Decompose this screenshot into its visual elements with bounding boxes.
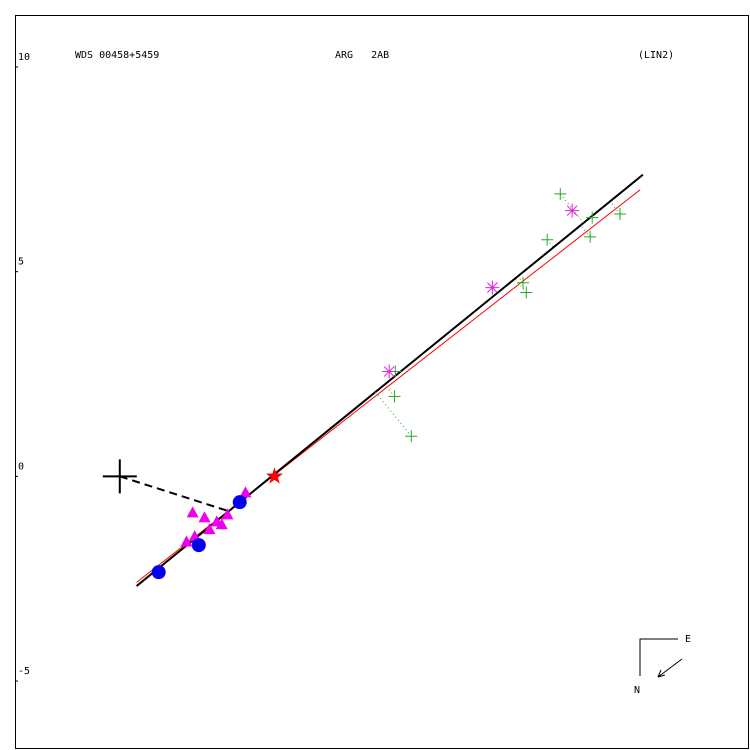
residual — [609, 201, 621, 215]
triangle-point — [221, 508, 234, 520]
frame — [15, 15, 749, 749]
circle-point — [151, 565, 166, 580]
plus-point — [584, 230, 597, 243]
triangle-point — [180, 535, 193, 547]
north-label: N — [634, 685, 640, 696]
y-tick-label: 10 — [18, 52, 30, 63]
star-id: WDS 00458+5459 — [75, 50, 159, 61]
y-tick-label: 0 — [18, 461, 24, 472]
pair-name: ARG 2AB — [335, 50, 389, 61]
y-tick-label: -5 — [18, 666, 30, 677]
plus-point — [517, 276, 530, 289]
orbit-line — [135, 173, 644, 587]
east-label: E — [685, 634, 691, 645]
plus-point — [586, 211, 599, 224]
compass-arrow — [657, 658, 683, 678]
primary-star — [265, 467, 284, 484]
y-tick-label: 5 — [18, 257, 24, 268]
plus-point — [614, 207, 627, 220]
residual — [517, 276, 524, 284]
plus-point — [405, 430, 418, 443]
plus-point — [388, 390, 401, 403]
fit-type: (LIN2) — [638, 50, 674, 61]
triangle-point — [215, 518, 228, 530]
origin-cross — [102, 459, 137, 494]
circle-point — [232, 495, 247, 510]
plus-point — [520, 286, 533, 299]
asterisk-point — [382, 364, 397, 379]
node-line — [119, 475, 229, 513]
plus-point — [541, 233, 554, 246]
triangle-point — [186, 506, 199, 518]
residual — [514, 278, 527, 293]
asterisk-point — [565, 203, 580, 218]
triangle-point — [239, 486, 252, 498]
compass-axes — [639, 638, 678, 676]
residual — [374, 391, 412, 437]
residual — [580, 224, 591, 238]
triangle-point — [203, 523, 216, 535]
circle-point — [191, 538, 206, 553]
plus-point — [554, 187, 567, 200]
asterisk-point — [485, 280, 500, 295]
triangle-point — [198, 511, 211, 523]
compass — [639, 638, 683, 678]
residual — [546, 239, 554, 248]
residual — [384, 384, 395, 397]
